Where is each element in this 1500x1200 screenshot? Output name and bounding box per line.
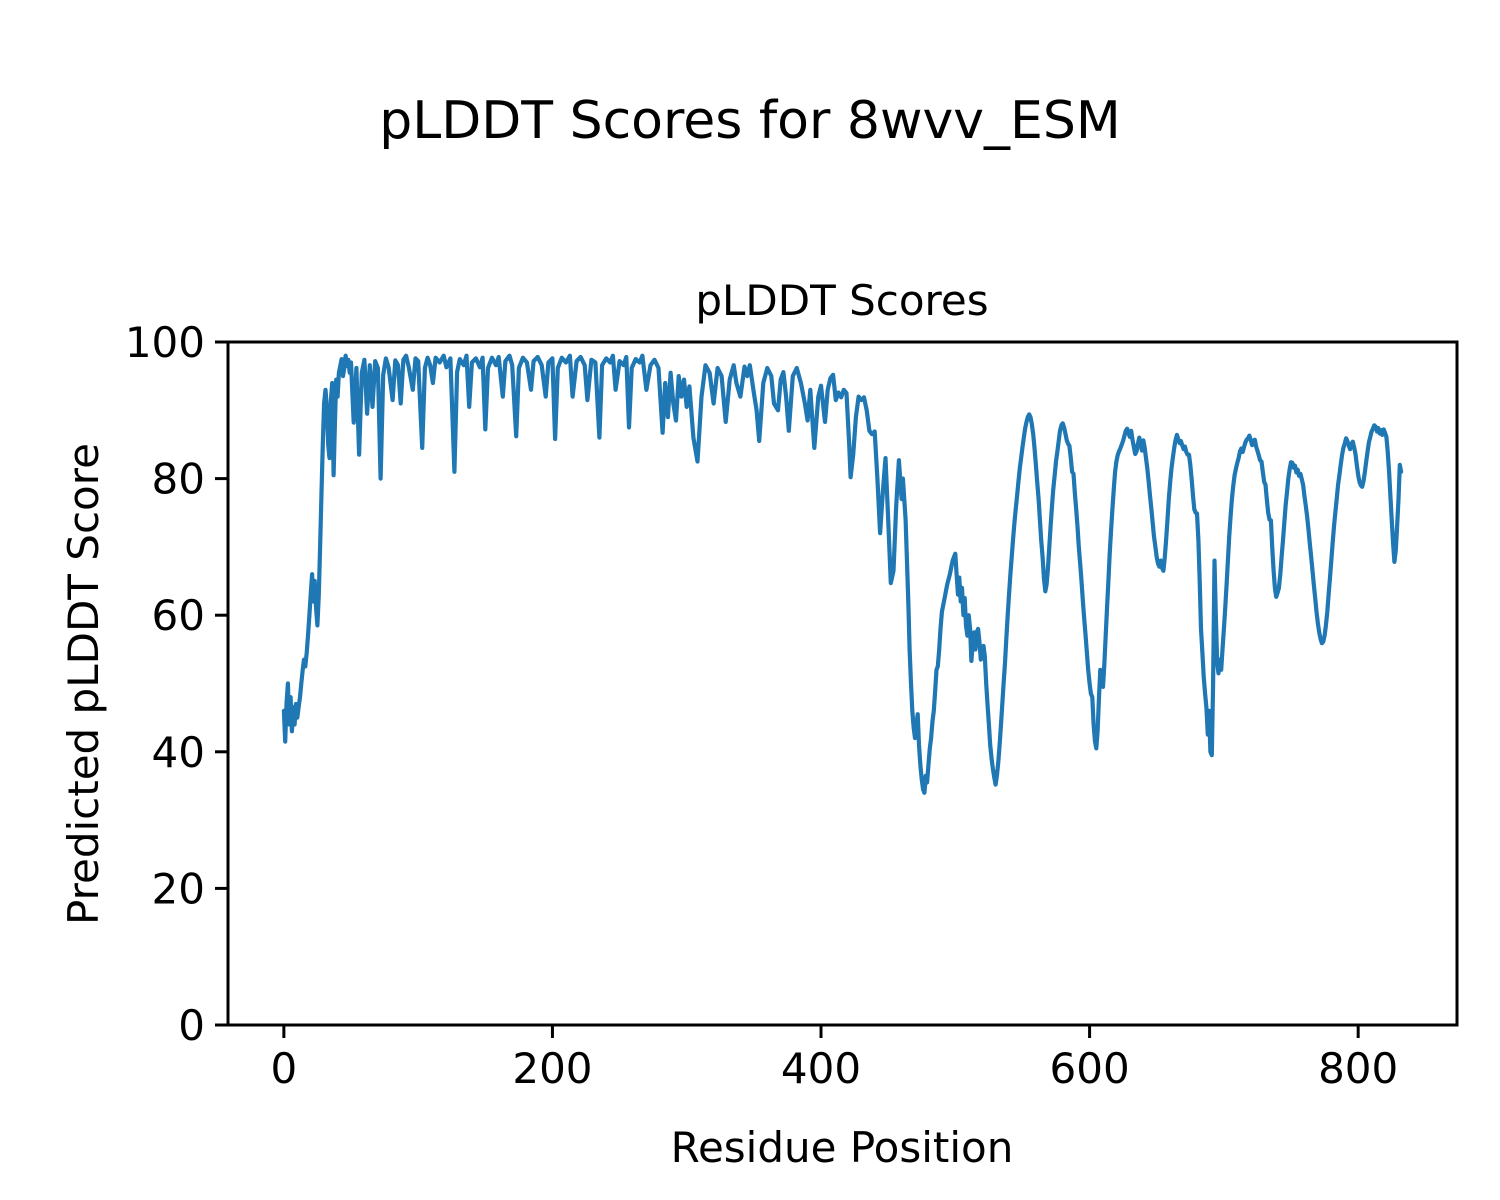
x-tick-label: 800 [1318,1044,1398,1093]
x-tick-label: 600 [1050,1044,1130,1093]
axes-spines [226,340,1459,1027]
x-tick-label: 400 [781,1044,861,1093]
x-tick-label: 200 [512,1044,592,1093]
plddt-score-line [281,353,1404,795]
x-tick-label: 0 [270,1044,297,1093]
y-tick-label: 80 [152,455,205,504]
x-axis-ticks: 0 200 400 600 800 [270,1025,1398,1093]
figure-suptitle: pLDDT Scores for 8wvv_ESM [379,91,1121,151]
y-axis-label: Predicted pLDDT Score [59,443,108,925]
y-tick-label: 0 [178,1001,205,1050]
y-tick-label: 60 [152,591,205,640]
x-axis-label: Residue Position [671,1123,1014,1172]
y-tick-label: 40 [152,728,205,777]
y-tick-label: 20 [152,864,205,913]
axes-title: pLDDT Scores [695,276,988,325]
y-tick-label: 100 [125,318,205,367]
y-axis-ticks: 0 20 40 60 80 100 [125,318,228,1050]
